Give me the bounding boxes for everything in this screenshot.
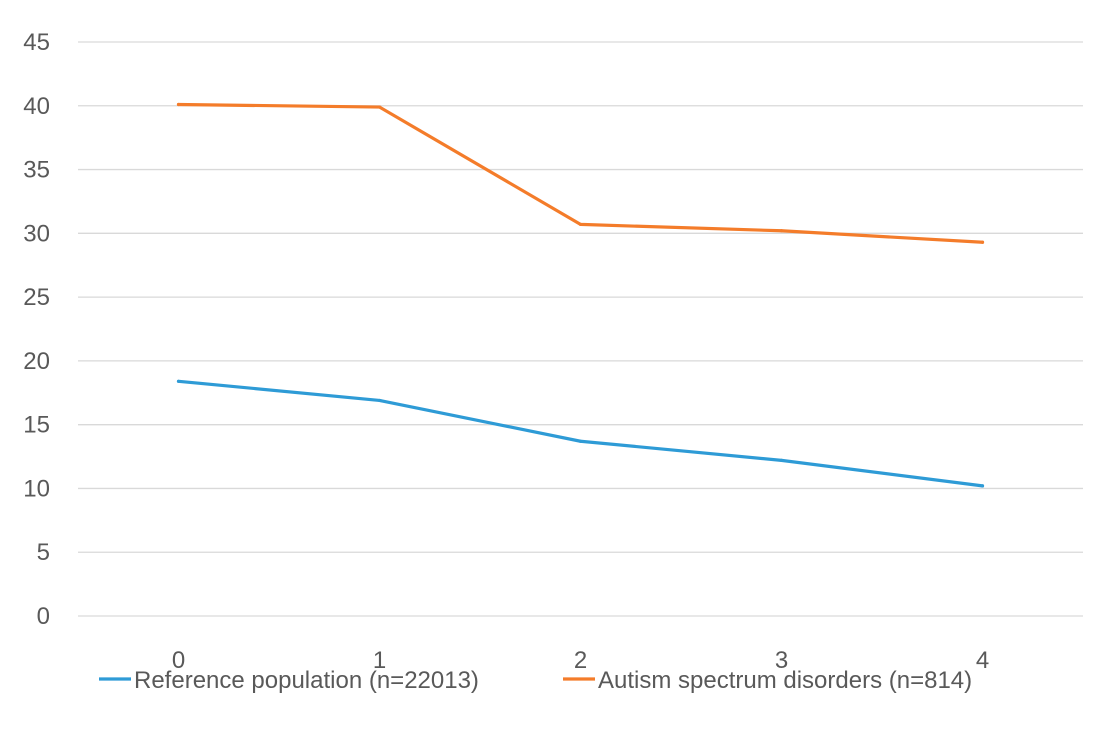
y-tick-label-40: 40 xyxy=(23,93,50,120)
x-tick-label-1: 1 xyxy=(373,647,386,674)
y-tick-label-30: 30 xyxy=(23,220,50,247)
data-point-0-1 xyxy=(377,398,382,403)
y-tick-label-20: 20 xyxy=(23,348,50,375)
data-point-0-3 xyxy=(779,458,784,462)
data-point-1-0 xyxy=(176,102,181,107)
y-tick-label-25: 25 xyxy=(23,284,50,311)
y-tick-label-5: 5 xyxy=(37,539,50,566)
series-line-1 xyxy=(176,102,985,244)
y-tick-label-10: 10 xyxy=(23,475,50,502)
x-axis-tick-labels: 0 1 2 3 4 xyxy=(172,647,989,674)
x-tick-label-4: 4 xyxy=(976,647,989,674)
legend-label-autism: Autism spectrum disorders (n=814) xyxy=(598,667,972,694)
data-point-1-1 xyxy=(377,105,382,109)
y-tick-label-35: 35 xyxy=(23,157,50,184)
y-tick-label-15: 15 xyxy=(23,412,50,439)
data-point-0-0 xyxy=(176,379,181,383)
data-point-1-3 xyxy=(779,229,784,233)
series-lines xyxy=(176,102,985,488)
x-tick-label-2: 2 xyxy=(574,647,587,674)
y-tick-label-45: 45 xyxy=(23,29,50,56)
legend: Reference population (n=22013) Autism sp… xyxy=(99,667,972,694)
gridlines xyxy=(78,41,1083,617)
x-tick-label-0: 0 xyxy=(172,647,185,674)
series-line-0 xyxy=(176,379,985,488)
y-axis-tick-labels: 0 5 10 15 20 25 30 35 40 45 xyxy=(23,29,50,630)
data-point-0-4 xyxy=(980,484,985,488)
data-point-1-2 xyxy=(578,222,583,227)
x-tick-label-3: 3 xyxy=(775,647,788,674)
legend-label-reference: Reference population (n=22013) xyxy=(134,667,479,694)
data-point-1-4 xyxy=(980,240,985,244)
y-tick-label-0: 0 xyxy=(37,603,50,630)
data-point-0-2 xyxy=(578,439,583,443)
